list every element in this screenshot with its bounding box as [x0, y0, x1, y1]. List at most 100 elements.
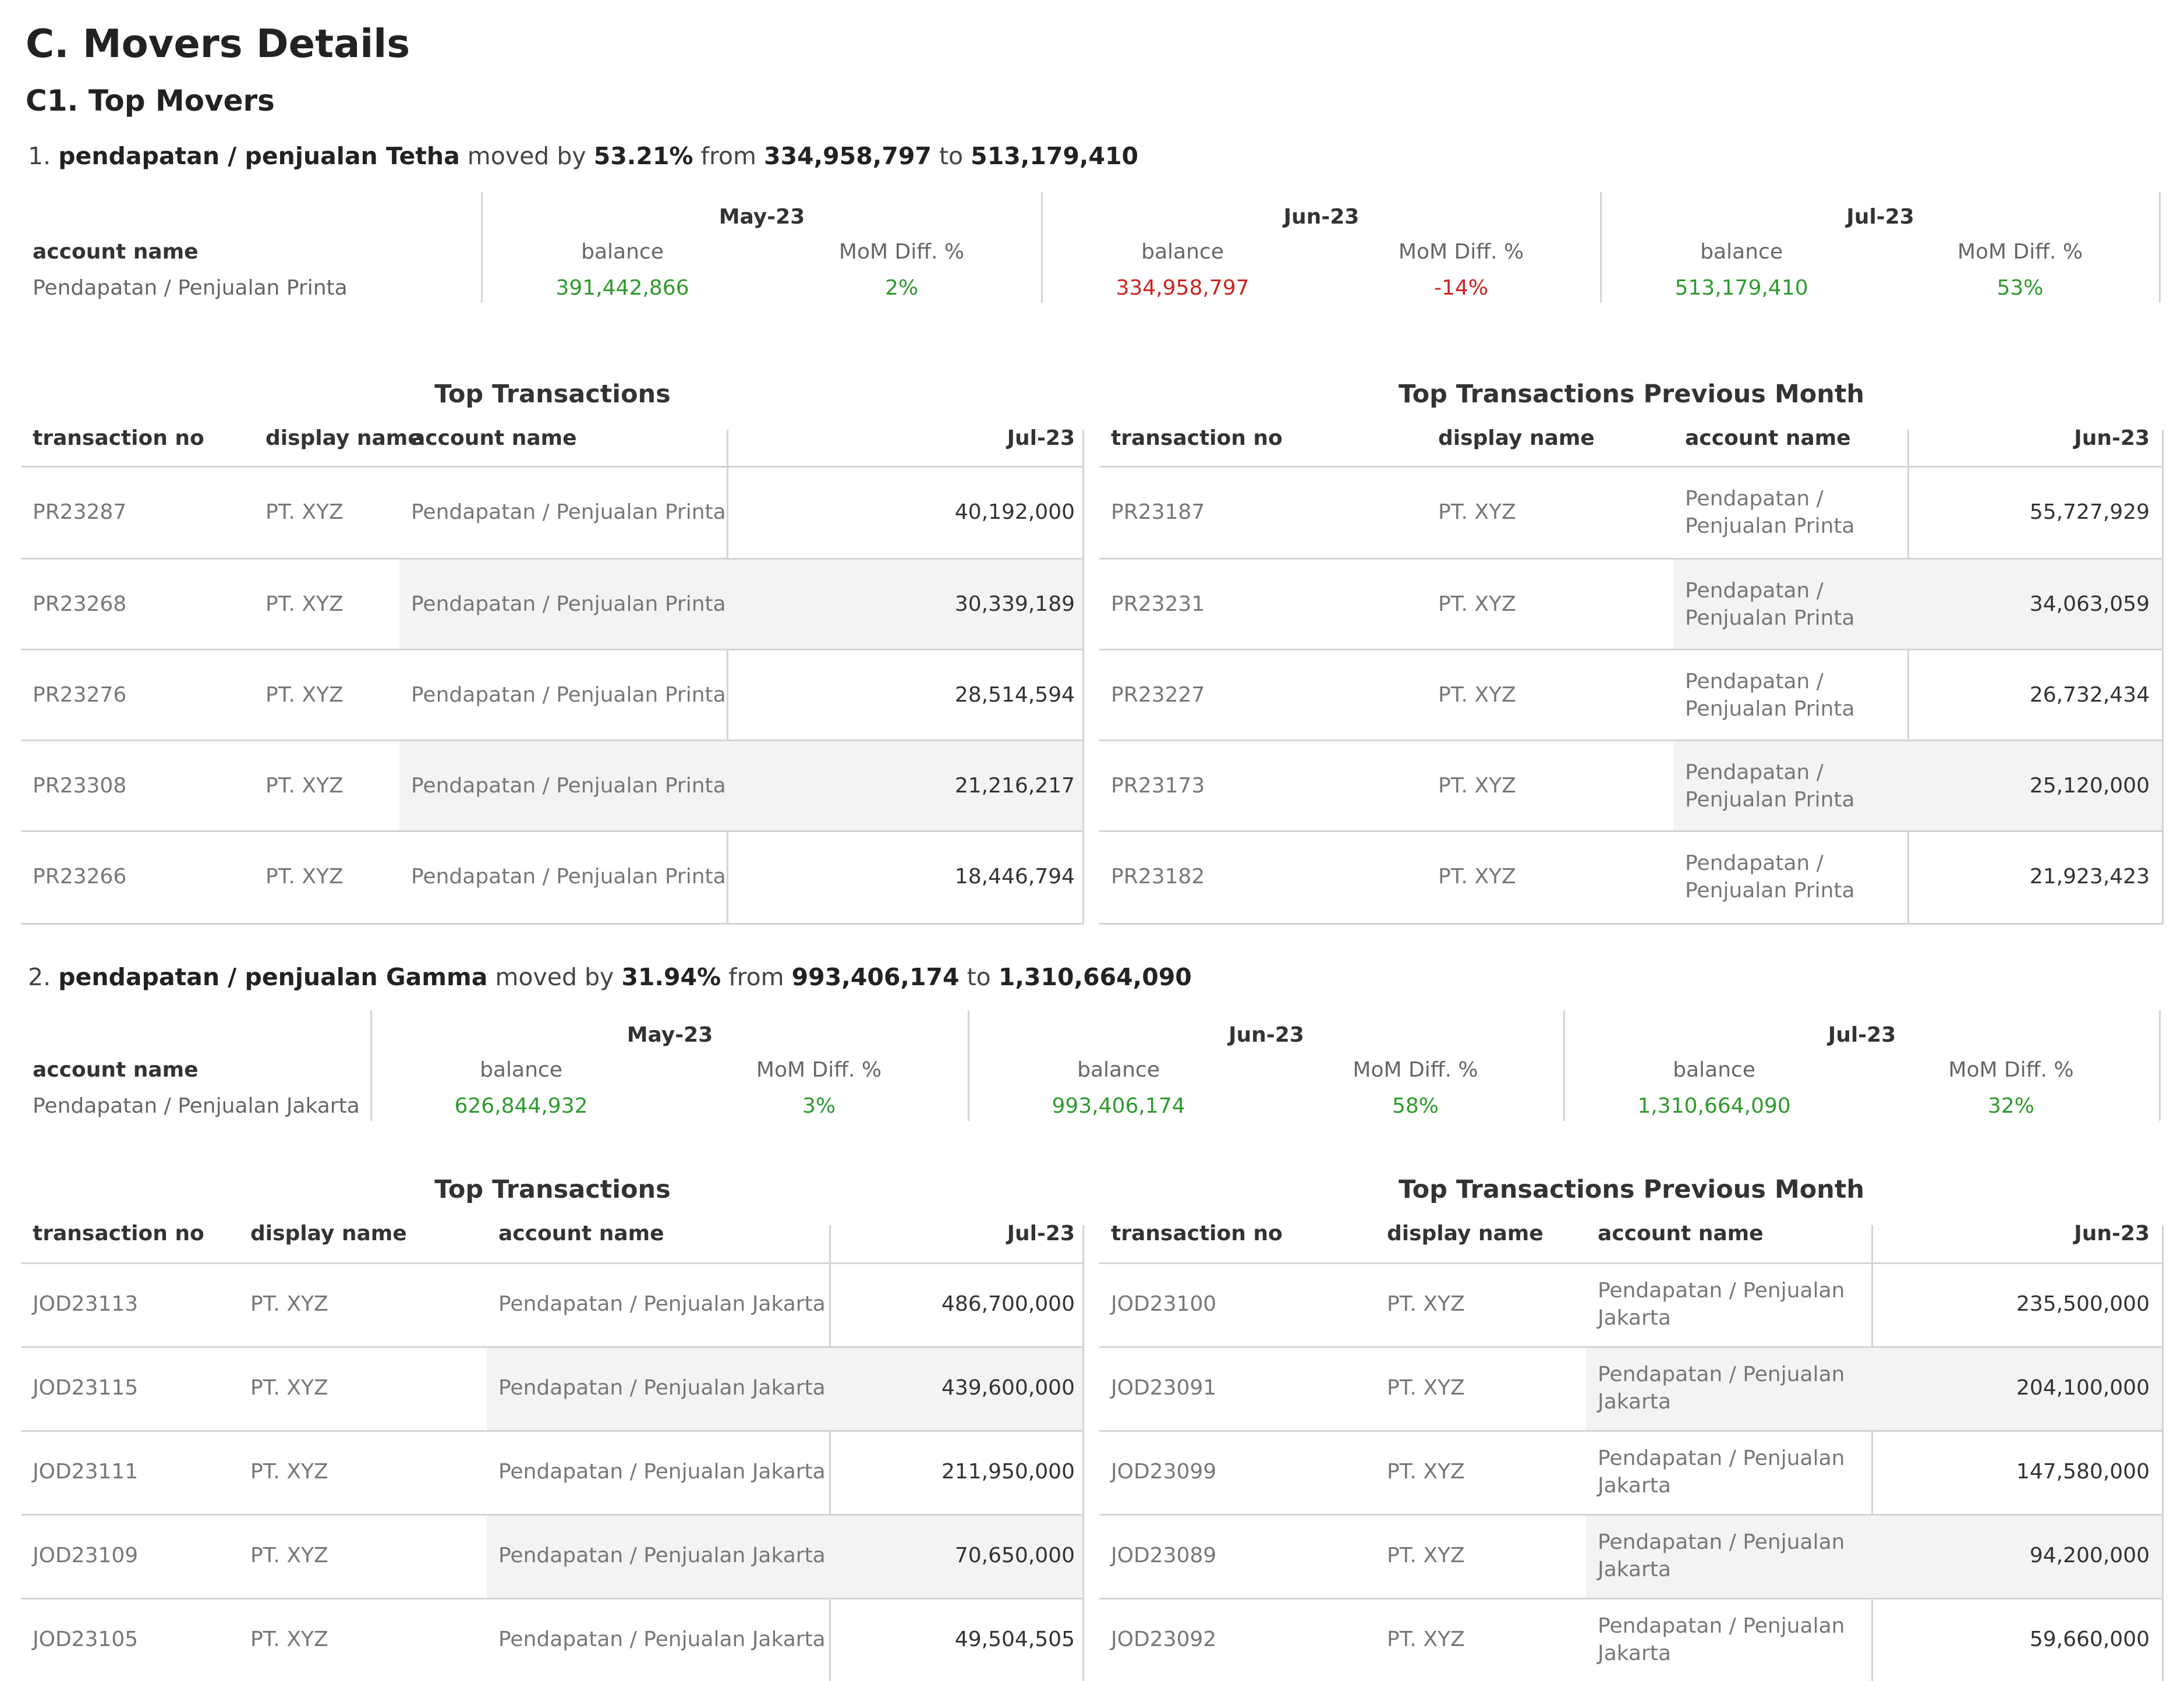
amount: 21,216,217	[954, 774, 1075, 798]
transaction-no: JOD23092	[1111, 1627, 1217, 1651]
row-shade	[487, 1516, 1082, 1598]
table-row: PR23276 PT. XYZ Pendapatan / Penjualan P…	[21, 650, 1084, 739]
divider	[21, 1262, 1084, 1264]
mover-2-summary-table: account name Pendapatan / Penjualan Jaka…	[21, 1010, 2164, 1138]
diff-value: -14%	[1433, 276, 1488, 300]
diff-header: MoM Diff. %	[1948, 1058, 2074, 1082]
amount: 486,700,000	[941, 1292, 1075, 1316]
amount: 40,192,000	[954, 500, 1075, 524]
table-row: PR23308 PT. XYZ Pendapatan / Penjualan P…	[21, 741, 1084, 830]
mover-1-title: 1. pendapatan / penjualan Tetha moved by…	[28, 140, 1138, 172]
divider	[1099, 649, 2164, 650]
divider	[1099, 466, 2164, 468]
row-shade	[1586, 1516, 2162, 1598]
summary-account-header: account name	[33, 240, 199, 264]
month-label: Jun-23	[1229, 1023, 1304, 1047]
col-header-amount: Jun-23	[2074, 1222, 2150, 1245]
divider	[21, 1514, 1084, 1516]
balance-value: 1,310,664,090	[1637, 1094, 1791, 1118]
mover-2-title: 2. pendapatan / penjualan Gamma moved by…	[28, 961, 1192, 993]
amount: 439,600,000	[941, 1376, 1075, 1400]
amount: 94,200,000	[2029, 1544, 2150, 1567]
transaction-no: PR23276	[33, 683, 127, 707]
transaction-no: PR23287	[33, 500, 127, 524]
account-name: Pendapatan / Penjualan Printa	[411, 500, 726, 524]
table-row: JOD23111 PT. XYZ Pendapatan / Penjualan …	[21, 1432, 1084, 1514]
account-name: Pendapatan / Penjualan Jakarta	[498, 1544, 826, 1567]
amount: 204,100,000	[2016, 1376, 2150, 1400]
mover-1-summary-table: account name Pendapatan / Penjualan Prin…	[21, 192, 2164, 320]
transaction-no: PR23266	[33, 865, 127, 889]
mover-index: 2.	[28, 963, 51, 991]
account-name: Pendapatan / Penjualan Printa	[1685, 760, 1855, 812]
summary-account-value: Pendapatan / Penjualan Printa	[33, 276, 348, 300]
month-label: May-23	[626, 1023, 713, 1047]
col-header-amount: Jun-23	[2074, 426, 2150, 450]
divider	[1099, 1598, 2164, 1599]
balance-header: balance	[1673, 1058, 1755, 1082]
display-name: PT. XYZ	[250, 1460, 328, 1484]
divider	[370, 1010, 372, 1121]
account-name: Pendapatan / Penjualan Printa	[1685, 579, 1855, 630]
transaction-no: PR23227	[1111, 683, 1205, 707]
display-name: PT. XYZ	[1438, 500, 1516, 524]
divider	[2159, 192, 2161, 303]
display-name: PT. XYZ	[250, 1627, 328, 1651]
summary-account-value: Pendapatan / Penjualan Jakarta	[33, 1094, 360, 1118]
month-label: Jul-23	[1828, 1023, 1896, 1047]
balance-header: balance	[1077, 1058, 1160, 1082]
amount: 49,504,505	[954, 1627, 1075, 1651]
mover-pct: 53.21%	[593, 142, 693, 170]
mover-2-prev-transactions-table: Top Transactions Previous Month transact…	[1099, 1175, 2164, 1681]
table-title: Top Transactions Previous Month	[1399, 380, 1864, 409]
transaction-no: PR23173	[1111, 774, 1205, 798]
balance-value: 334,958,797	[1116, 276, 1249, 300]
row-shade	[399, 560, 1082, 649]
diff-value: 3%	[802, 1094, 836, 1118]
divider	[1041, 192, 1043, 303]
balance-value: 626,844,932	[454, 1094, 588, 1118]
balance-header: balance	[1700, 240, 1783, 264]
table-row: PR23182 PT. XYZ Pendapatan / Penjualan P…	[1099, 832, 2164, 923]
summary-account-header: account name	[33, 1058, 199, 1082]
table-row: PR23266 PT. XYZ Pendapatan / Penjualan P…	[21, 832, 1084, 923]
from-text: from	[728, 963, 784, 991]
table-row: JOD23091 PT. XYZ Pendapatan / Penjualan …	[1099, 1348, 2164, 1430]
mover-index: 1.	[28, 142, 51, 170]
divider	[1082, 1225, 1084, 1681]
col-header-transaction-no: transaction no	[33, 426, 204, 450]
col-header-display-name: display name	[250, 1222, 407, 1245]
month-label: Jun-23	[1283, 205, 1360, 229]
account-name: Pendapatan / Penjualan Printa	[411, 592, 726, 616]
row-shade	[487, 1348, 1082, 1430]
balance-value: 513,179,410	[1675, 276, 1808, 300]
display-name: PT. XYZ	[1387, 1544, 1465, 1567]
account-name: Pendapatan / Penjualan Printa	[1685, 670, 1855, 721]
amount: 235,500,000	[2016, 1292, 2150, 1316]
col-header-transaction-no: transaction no	[1111, 426, 1283, 450]
col-header-amount: Jul-23	[1007, 1222, 1075, 1245]
divider	[1099, 739, 2164, 741]
divider	[1082, 430, 1084, 925]
moved-by-text: moved by	[467, 142, 586, 170]
display-name: PT. XYZ	[1387, 1627, 1465, 1651]
table-row: JOD23100 PT. XYZ Pendapatan / Penjualan …	[1099, 1264, 2164, 1346]
transaction-no: PR23231	[1111, 592, 1205, 616]
account-name: Pendapatan / Penjualan Jakarta	[498, 1376, 826, 1400]
table-row: JOD23092 PT. XYZ Pendapatan / Penjualan …	[1099, 1599, 2164, 1681]
divider	[1099, 1262, 2164, 1264]
account-name: Pendapatan / Penjualan Jakarta	[498, 1460, 826, 1484]
display-name: PT. XYZ	[1438, 592, 1516, 616]
col-header-display-name: display name	[1387, 1222, 1544, 1245]
transaction-no: JOD23109	[33, 1544, 139, 1567]
display-name: PT. XYZ	[266, 774, 344, 798]
col-header-account-name: account name	[1685, 426, 1851, 450]
table-row: JOD23115 PT. XYZ Pendapatan / Penjualan …	[21, 1348, 1084, 1430]
divider	[1099, 923, 2164, 925]
mover-2-top-transactions-table: Top Transactions transaction no display …	[21, 1175, 1084, 1681]
table-row: PR23287 PT. XYZ Pendapatan / Penjualan P…	[21, 468, 1084, 558]
moved-by-text: moved by	[495, 963, 614, 991]
table-row: PR23268 PT. XYZ Pendapatan / Penjualan P…	[21, 560, 1084, 649]
diff-value: 53%	[1997, 276, 2044, 300]
